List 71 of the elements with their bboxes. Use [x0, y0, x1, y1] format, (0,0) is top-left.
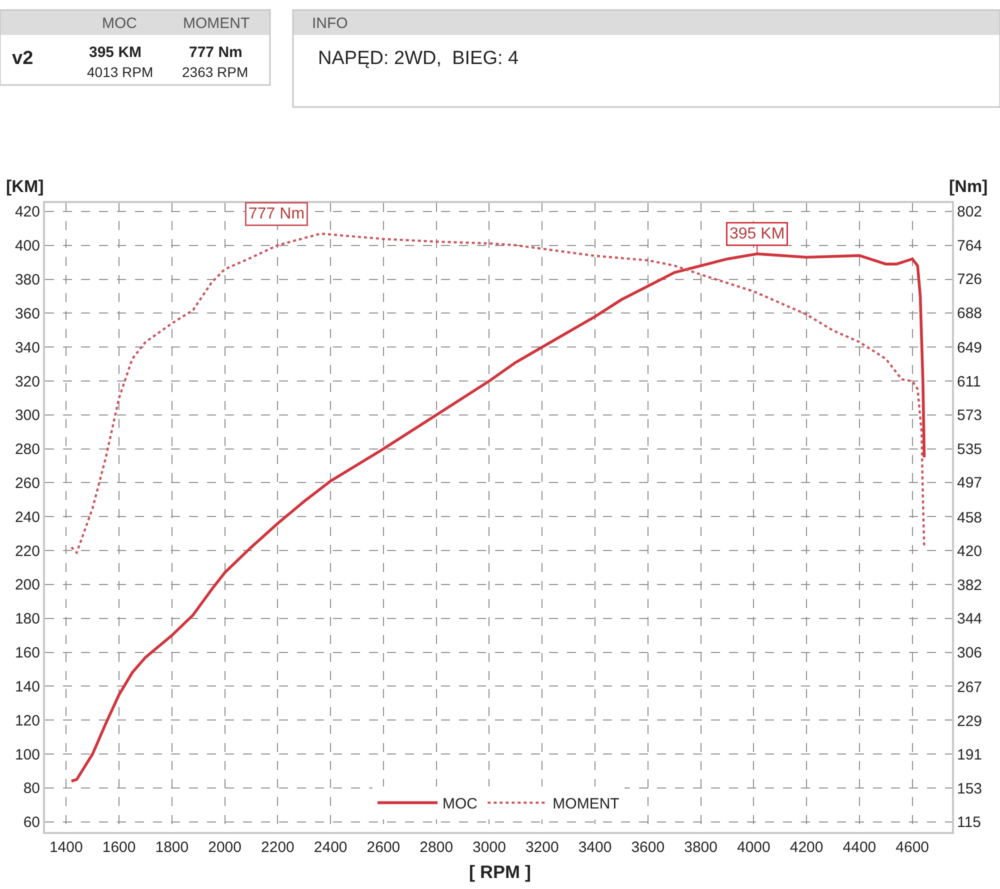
legend-label: MOMENT: [552, 796, 620, 813]
y-tick-label: 160: [14, 644, 40, 662]
y-tick-label: 140: [14, 678, 40, 696]
text: MOMENT: [183, 15, 250, 32]
text: v2: [12, 48, 34, 69]
y-tick-label: 420: [14, 204, 40, 221]
y-tick-label: 100: [14, 746, 40, 764]
x-tick-label: 4000: [736, 839, 770, 856]
y2-tick-label: 382: [957, 576, 982, 594]
y-tick-label: 320: [14, 373, 40, 390]
y2-tick-label: 306: [957, 644, 982, 662]
text: 4013 RPM: [87, 64, 154, 80]
y2-tick-label: 611: [957, 373, 981, 390]
x-tick-label: 3000: [472, 839, 506, 856]
y2-axis-title: [Nm]: [949, 177, 988, 196]
x-tick-label: 3200: [525, 839, 559, 856]
x-tick-label: 3600: [631, 839, 665, 856]
text: 395 KM: [89, 44, 142, 61]
x-tick-label: 4200: [790, 839, 824, 856]
x-tick-label: 1800: [155, 839, 189, 856]
y2-tick-label: 229: [957, 712, 982, 730]
x-tick-label: 1400: [49, 839, 83, 856]
y2-tick-label: 267: [957, 678, 982, 696]
y-tick-label: 220: [14, 542, 40, 560]
y2-tick-label: 535: [957, 440, 982, 458]
y-tick-label: 300: [14, 407, 40, 424]
y-tick-label: 280: [14, 441, 40, 458]
y-tick-label: 60: [23, 814, 40, 832]
x-tick-label: 2400: [314, 839, 348, 856]
y2-tick-label: 688: [957, 304, 982, 322]
y2-tick-label: 802: [957, 204, 982, 221]
x-tick-label: 3400: [578, 839, 612, 856]
x-tick-label: 2600: [366, 839, 400, 856]
x-tick-label: 4400: [842, 839, 876, 856]
x-tick-label: 3800: [684, 839, 718, 856]
annotation: 395 KM: [730, 226, 785, 242]
text: 777 Nm: [189, 44, 242, 61]
x-tick-label: 2200: [261, 839, 294, 856]
text: MOC: [102, 15, 138, 32]
y-tick-label: 340: [14, 339, 40, 356]
y-tick-label: 80: [23, 780, 40, 798]
y2-tick-label: 344: [957, 610, 982, 628]
y-tick-label: 120: [14, 712, 40, 730]
x-axis-title: [ RPM ]: [469, 862, 531, 882]
y-axis-title: [KM]: [6, 177, 44, 196]
y-tick-label: 360: [14, 305, 40, 322]
annotation: 777 Nm: [248, 206, 305, 222]
y2-tick-label: 726: [957, 271, 982, 288]
y2-tick-label: 191: [957, 746, 982, 764]
y2-tick-label: 764: [957, 237, 982, 254]
y-tick-label: 380: [14, 272, 40, 289]
legend-label: MOC: [442, 796, 478, 813]
x-tick-label: 1600: [102, 839, 136, 856]
x-tick-label: 2000: [208, 839, 242, 856]
y-tick-label: 200: [14, 576, 40, 594]
y-tick-label: 400: [14, 238, 40, 255]
y2-tick-label: 497: [957, 474, 982, 492]
y-tick-label: 260: [14, 474, 40, 492]
text: INFO: [312, 15, 348, 32]
text: NAPĘD: 2WD, BIEG: 4: [318, 48, 520, 69]
y2-tick-label: 649: [957, 340, 982, 357]
y2-tick-label: 115: [957, 814, 981, 832]
y2-tick-label: 458: [957, 509, 982, 526]
y2-tick-label: 420: [957, 543, 982, 560]
y2-tick-label: 153: [957, 780, 982, 798]
text: 2363 RPM: [182, 64, 248, 80]
x-tick-label: 4600: [896, 839, 930, 856]
y2-tick-label: 573: [957, 407, 982, 424]
y-tick-label: 180: [14, 610, 40, 628]
x-tick-label: 2800: [420, 839, 454, 856]
y-tick-label: 240: [14, 508, 40, 526]
